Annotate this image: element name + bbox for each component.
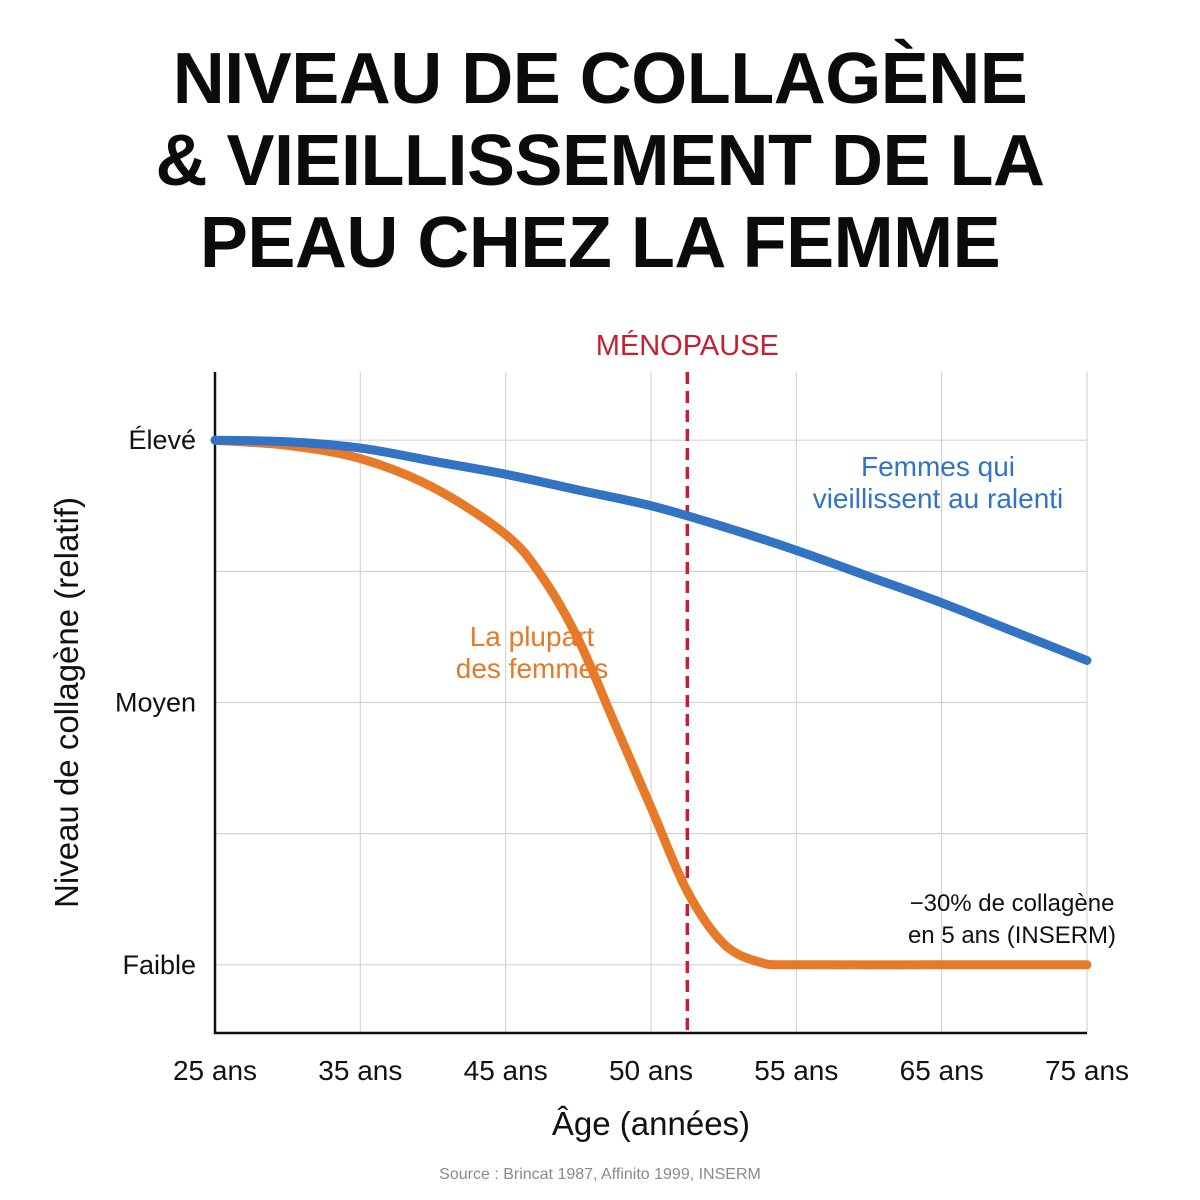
series-label-slow-aging: Femmes qui	[861, 451, 1015, 482]
y-tick-label: Moyen	[115, 688, 196, 718]
x-axis-title: Âge (années)	[552, 1105, 750, 1142]
series-label-slow-aging: vieillissent au ralenti	[813, 483, 1064, 514]
y-tick-label: Faible	[122, 950, 196, 980]
menopause-marker: MÉNOPAUSE	[596, 329, 779, 1033]
y-axis-title: Niveau de collagène (relatif)	[48, 497, 85, 908]
menopause-label: MÉNOPAUSE	[596, 329, 779, 362]
annotation-collagen-loss: en 5 ans (INSERM)	[908, 922, 1116, 949]
chart-title: NIVEAU DE COLLAGÈNE & VIEILLISSEMENT DE …	[0, 38, 1200, 284]
title-line-2: & VIEILLISSEMENT DE LA	[155, 121, 1045, 201]
tick-labels: 25 ans 35 ans 45 ans 50 ans 55 ans 65 ans 75 a…	[48, 425, 1129, 1142]
series-label-most-women: La plupart	[470, 621, 595, 652]
title-line-1: NIVEAU DE COLLAGÈNE	[172, 39, 1028, 119]
grid	[215, 372, 1088, 1033]
series-line-most-women	[210, 435, 1092, 970]
series	[210, 435, 1092, 970]
x-tick-label: 65 ans	[900, 1055, 984, 1086]
x-tick-label: 35 ans	[318, 1055, 402, 1086]
series-line-slow-aging	[210, 435, 1092, 665]
y-tick-label: Élevé	[128, 425, 196, 455]
x-tick-label: 25 ans	[173, 1055, 257, 1086]
x-tick-label: 55 ans	[754, 1055, 838, 1086]
annotation-collagen-loss: −30% de collagène	[910, 890, 1115, 917]
x-tick-label: 50 ans	[609, 1055, 693, 1086]
x-tick-label: 75 ans	[1045, 1055, 1129, 1086]
x-tick-label: 45 ans	[464, 1055, 548, 1086]
series-label-most-women: des femmes	[456, 653, 609, 684]
title-line-3: PEAU CHEZ LA FEMME	[199, 203, 1001, 283]
axes	[213, 372, 1087, 1035]
source-note: Source : Brincat 1987, Affinito 1999, IN…	[439, 1166, 761, 1183]
